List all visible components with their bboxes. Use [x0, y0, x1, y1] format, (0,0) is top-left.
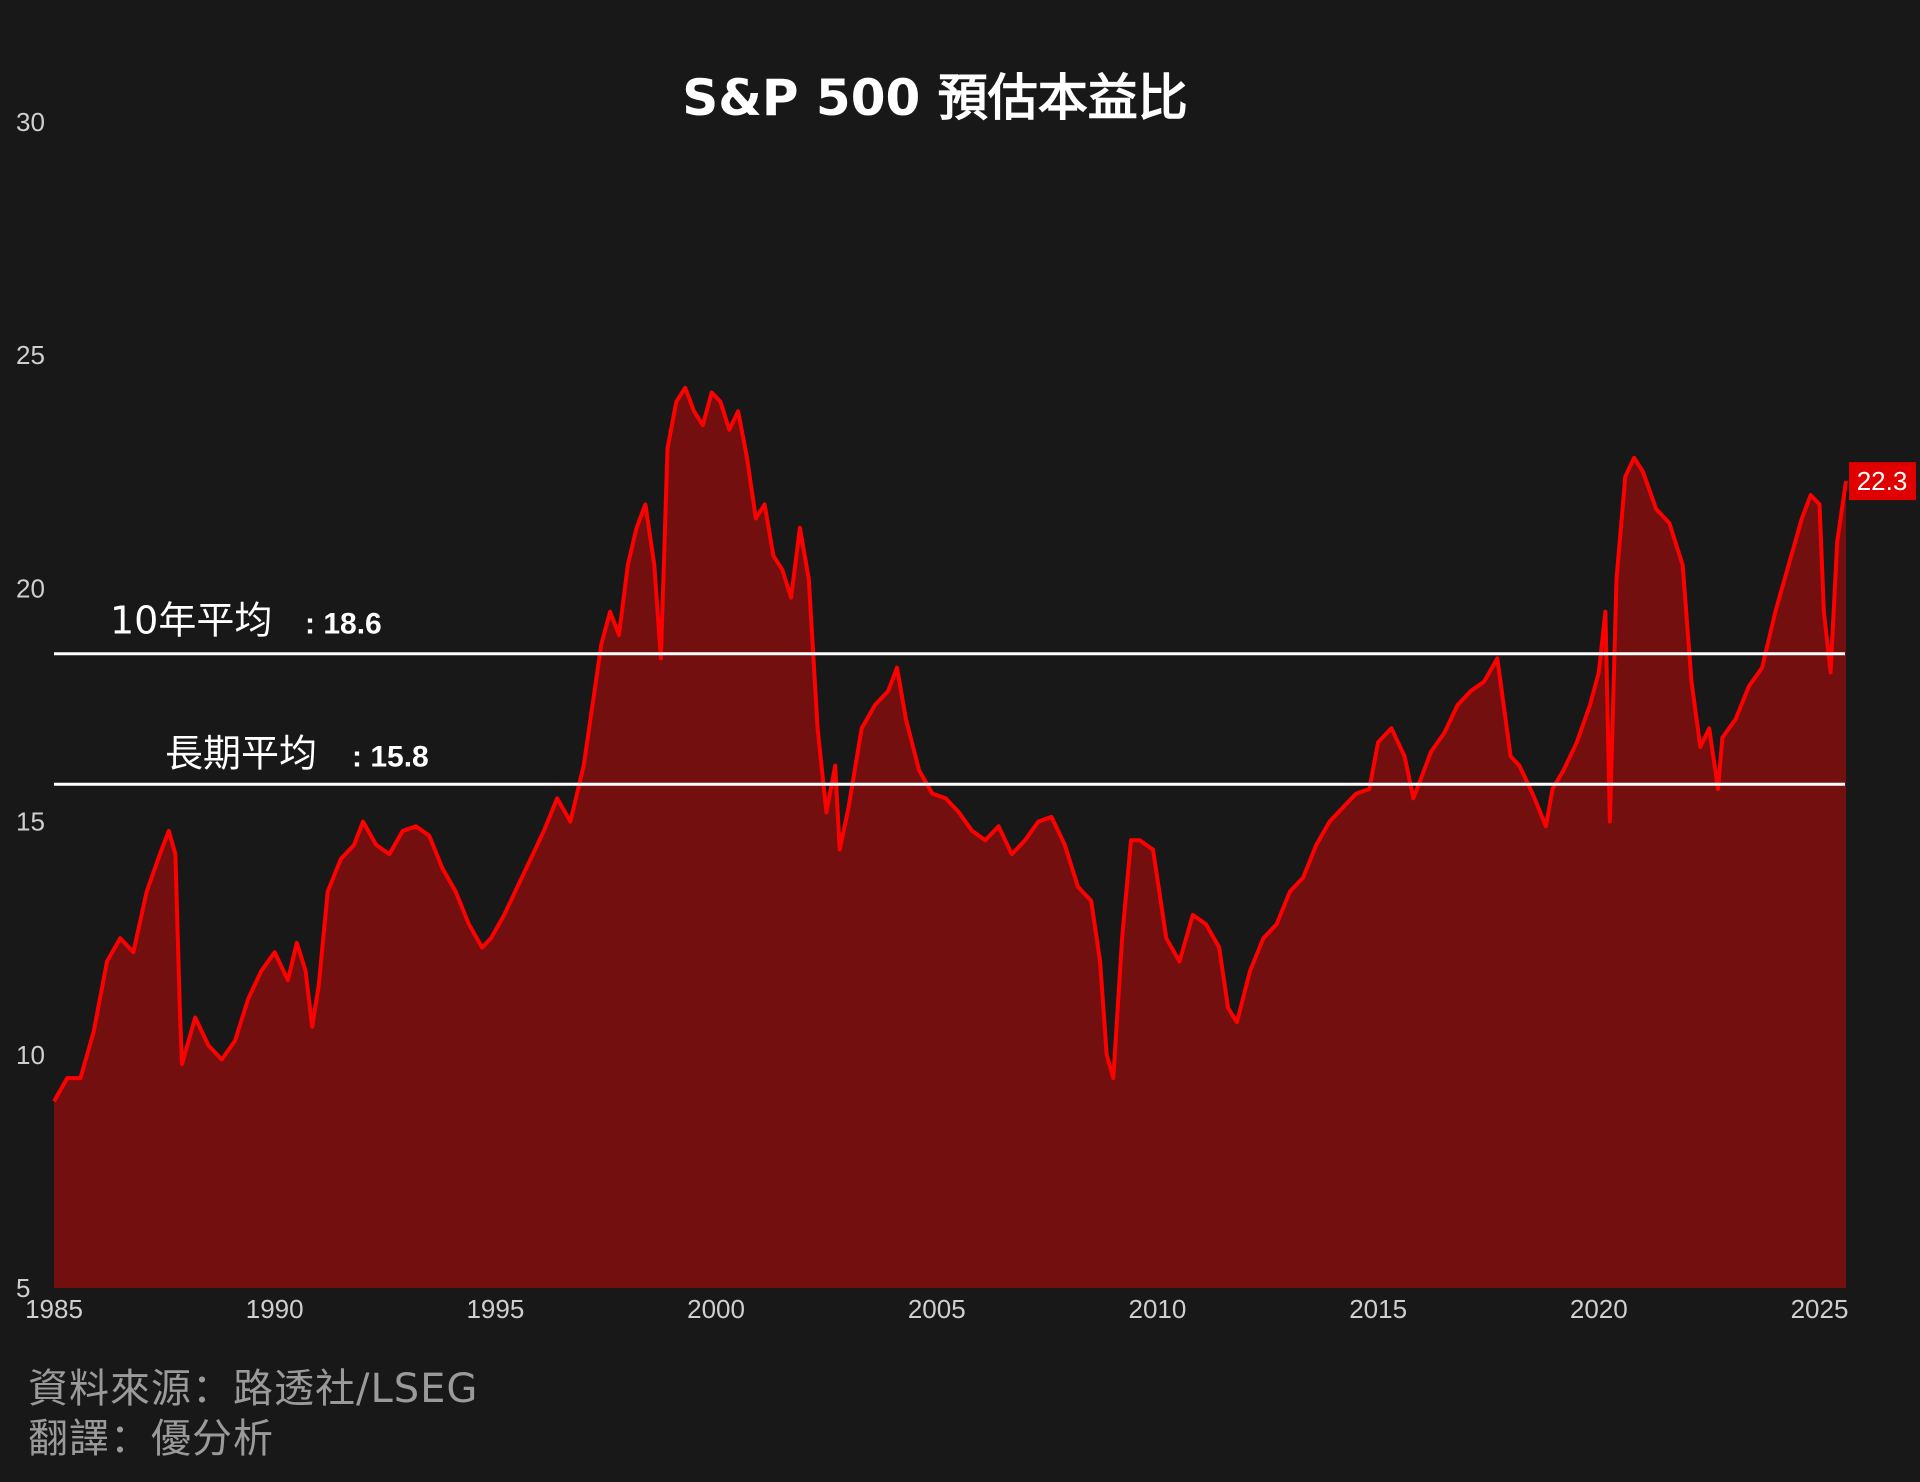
- x-tick-label: 2005: [908, 1294, 966, 1324]
- reference-line-label-1: 10年平均: [110, 599, 272, 643]
- pe-series-line: [52, 385, 1848, 1103]
- y-tick-label: 30: [16, 107, 45, 137]
- x-tick-label: 2015: [1349, 1294, 1407, 1324]
- area-layer: [52, 385, 1848, 1288]
- y-tick-label: 5: [16, 1273, 30, 1303]
- pe-area-fill: [54, 387, 1846, 1288]
- reference-line-label-2: 長期平均: [165, 731, 317, 775]
- x-tick-label: 2020: [1570, 1294, 1628, 1324]
- last-value-label: 22.3: [1857, 466, 1908, 496]
- reference-lines: 10年平均 : 18.6 長期平均 : 15.8: [54, 599, 1845, 786]
- chart-title: S&P 500 預估本益比: [682, 69, 1187, 127]
- x-tick-label: 2000: [687, 1294, 745, 1324]
- reference-line-value-1: : 18.6: [305, 608, 382, 641]
- y-tick-label: 20: [16, 573, 45, 603]
- last-value-badge-background: [1849, 462, 1916, 501]
- x-tick-label: 2025: [1791, 1294, 1849, 1324]
- y-tick-label: 15: [16, 807, 45, 837]
- y-tick-label: 25: [16, 340, 45, 370]
- translation-note: 翻譯：優分析: [28, 1416, 274, 1462]
- x-tick-label: 1995: [466, 1294, 524, 1324]
- reference-line-value-2: : 15.8: [352, 740, 429, 773]
- x-tick-label: 2010: [1129, 1294, 1187, 1324]
- last-value-badge: 22.3: [1849, 462, 1916, 501]
- x-tick-label: 1990: [246, 1294, 304, 1324]
- x-tick-label: 1985: [25, 1294, 83, 1324]
- source-note: 資料來源：路透社/LSEG: [28, 1366, 479, 1412]
- y-tick-label: 10: [16, 1040, 45, 1070]
